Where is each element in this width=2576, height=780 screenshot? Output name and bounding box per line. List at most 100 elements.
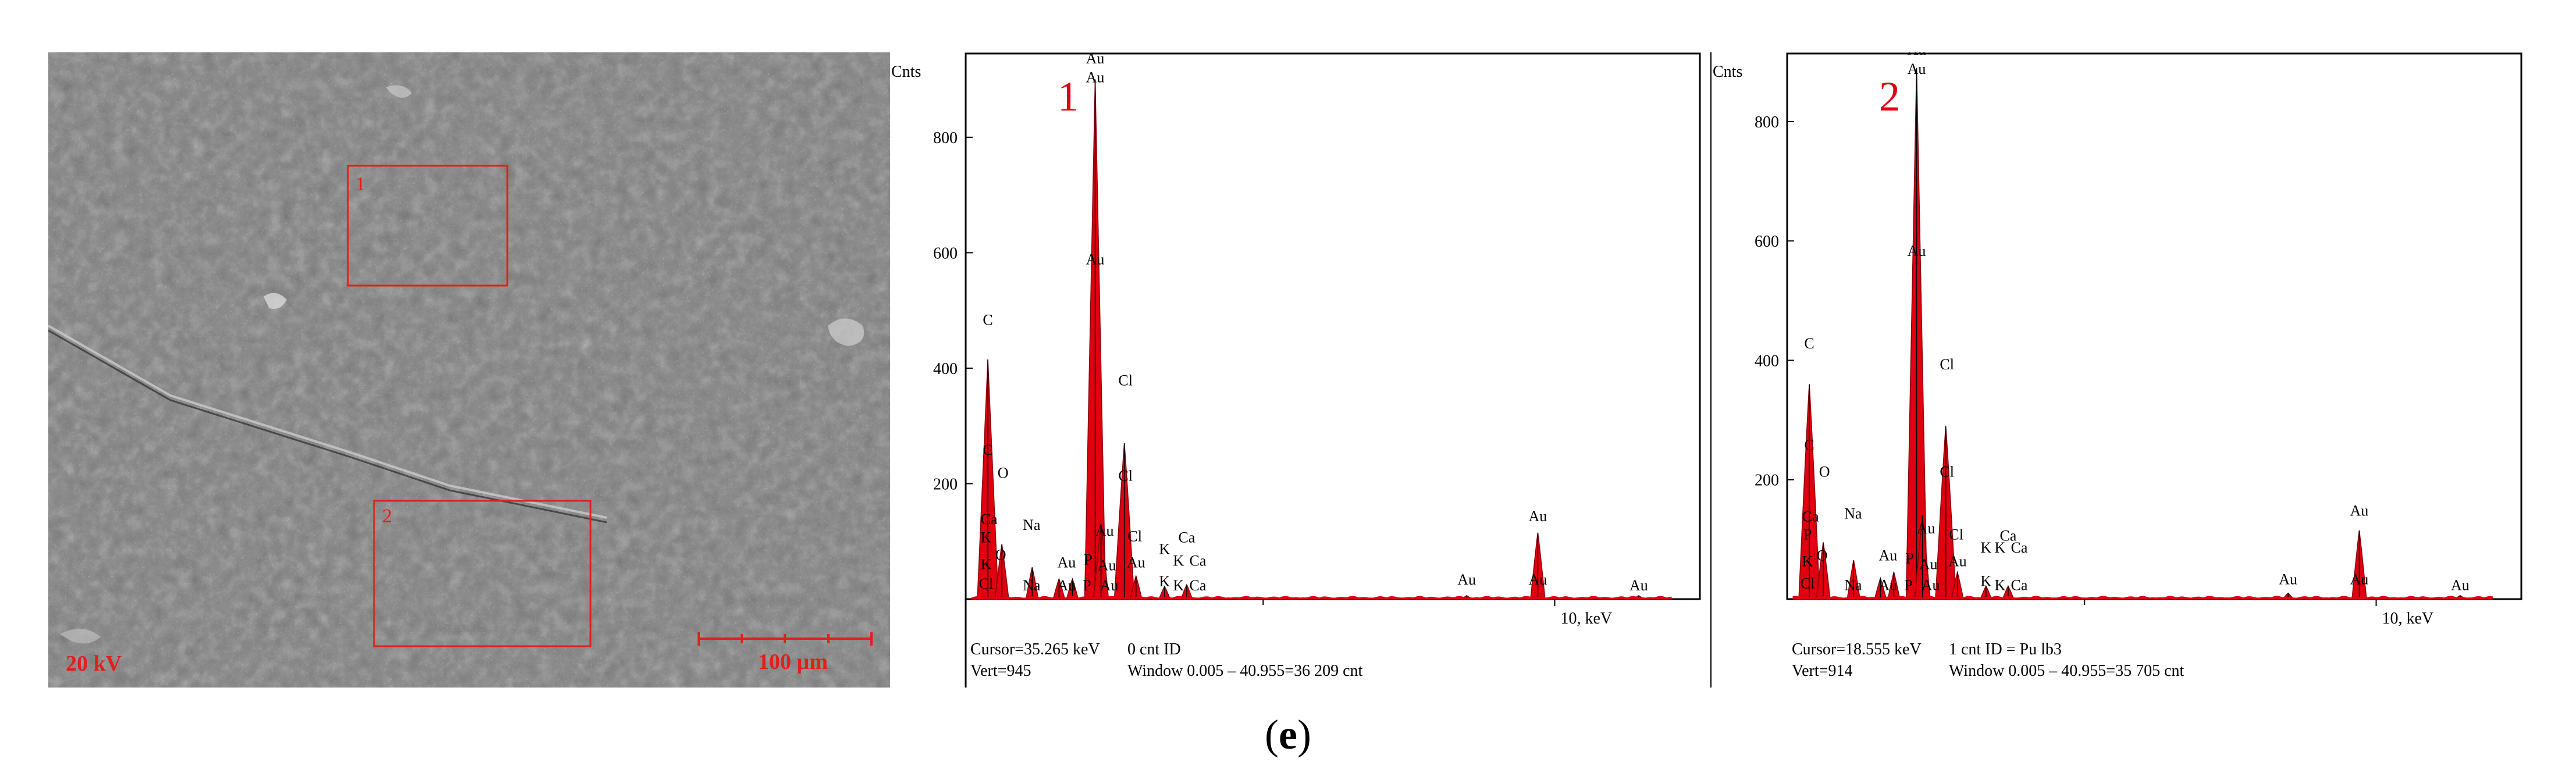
peak-label: Au	[1948, 553, 1967, 570]
peak-label: K	[1173, 552, 1184, 569]
surface-debris	[60, 629, 101, 644]
scale-bar	[698, 632, 873, 646]
x-ticks: 10, keV	[1262, 599, 1613, 628]
peak-label: Ca	[1178, 529, 1195, 546]
status-cursor-count: 1 cnt ID = Pu lb3	[1949, 640, 2062, 658]
y-tick-label: 200	[1755, 472, 1779, 490]
peak-label: Au	[1922, 577, 1940, 594]
peak-label: C	[1804, 436, 1814, 453]
peak-label: K	[1159, 573, 1170, 590]
surface-scratch	[48, 325, 607, 519]
y-tick-label: 400	[1755, 352, 1779, 370]
peak-label: C	[1804, 335, 1814, 352]
background-counts	[971, 596, 1672, 600]
peak-label: Na	[1023, 577, 1041, 594]
status-vert: Vert=914	[1792, 662, 1852, 680]
caption-paren-close: )	[1297, 711, 1311, 758]
peak-label: P	[1083, 577, 1091, 594]
status-vert: Vert=945	[970, 662, 1031, 680]
x-tick-label: 10, keV	[2382, 610, 2434, 628]
peak-label: K	[1980, 539, 1991, 556]
voltage-label: 20 kV	[66, 651, 122, 676]
peak-label: Cl	[1940, 464, 1954, 480]
peak-label: Ca	[981, 511, 998, 528]
status-window: Window 0.005 – 40.955=36 209 cnt	[1127, 662, 1363, 680]
panel-number: 1	[1058, 73, 1079, 120]
peak-label: Cl	[1801, 575, 1815, 592]
caption-paren-open: (	[1265, 711, 1279, 758]
caption-letter: e	[1279, 711, 1297, 758]
peak-label: Au	[1917, 520, 1935, 537]
peak-label: Au	[1919, 556, 1938, 573]
spectrum-peaks	[1798, 67, 2467, 600]
peak-label: Au	[1529, 508, 1547, 525]
status-cursor: Cursor=18.555 keV	[1792, 640, 1922, 658]
peak-label: K	[1980, 572, 1991, 589]
peak-label: Cl	[979, 575, 994, 592]
y-tick-label: 600	[1755, 233, 1779, 251]
status-cursor-count: 0 cnt ID	[1127, 640, 1181, 658]
peak-label: K	[1802, 553, 1813, 570]
peak-label: Au	[1879, 577, 1898, 594]
spectrum-frame	[1786, 52, 2522, 600]
peak-label: Au	[1095, 522, 1114, 539]
peak-label: P	[1803, 526, 1812, 543]
peak-label: Au	[1879, 547, 1898, 564]
peak-label: C	[983, 312, 992, 329]
peak-label: K	[1159, 541, 1170, 558]
region-label-1: 1	[355, 173, 365, 195]
peak-label: Cl	[1118, 372, 1133, 389]
peak-label: P	[1084, 551, 1092, 568]
background-count-trace	[1792, 596, 2493, 600]
peak-label: O	[995, 547, 1006, 564]
peak-label: Au	[1529, 571, 1547, 588]
peak-label: K	[981, 529, 992, 546]
peak-label: Na	[1844, 577, 1862, 594]
peak-label: K	[1173, 577, 1184, 594]
peak-label: Au	[2451, 577, 2470, 594]
surface-debris	[828, 318, 864, 346]
surface-debris	[264, 293, 287, 309]
spectrum-frame	[965, 52, 1701, 600]
peak-label: K	[1994, 539, 2005, 556]
peak-label: Au	[1908, 52, 1926, 58]
peak-labels: CCOCaPKOClNaNaAuAuPPAuAuAuAuAuAuClClClAu…	[1801, 52, 2470, 594]
status-cursor: Cursor=35.265 keV	[970, 640, 1100, 658]
peak-label: Au	[1086, 251, 1105, 268]
peak-label: Au	[1127, 554, 1145, 571]
peak-label: Au	[1086, 69, 1105, 86]
region-box-2	[373, 500, 592, 647]
peak-label: K	[1994, 577, 2005, 594]
peak-label: Cl	[1127, 528, 1142, 545]
panel-number: 2	[1879, 73, 1900, 120]
peak-label: Au	[2350, 571, 2369, 587]
region-label-2: 2	[382, 505, 392, 527]
status-window: Window 0.005 – 40.955=35 705 cnt	[1949, 662, 2184, 680]
peak-label: P	[1905, 550, 1913, 567]
peak-label: Au	[1100, 577, 1119, 594]
peak-label: O	[1817, 547, 1828, 564]
y-ticks: 200 400 600 800	[933, 129, 973, 493]
peak-label: O	[998, 465, 1009, 482]
peak-label: C	[983, 441, 992, 458]
y-ticks: 200 400 600 800	[1755, 113, 1794, 490]
surface-debris	[386, 85, 412, 98]
x-tick-label: 10, keV	[1561, 610, 1613, 628]
peak-label: Na	[1023, 517, 1041, 533]
peak-label: Au	[1098, 557, 1116, 574]
peak-label: Au	[1457, 571, 1476, 588]
peak-label: O	[1819, 464, 1830, 480]
peak-label: Au	[1058, 577, 1076, 594]
peak-label: Cl	[1940, 356, 1954, 373]
peak-label: Ca	[2011, 539, 2028, 556]
peak-label: Au	[1908, 243, 1926, 259]
spectrum-peaks	[977, 79, 1646, 600]
y-tick-label: 600	[933, 244, 958, 262]
peak-label: K	[981, 555, 992, 572]
peak-label: Ca	[1190, 552, 1207, 569]
background-counts	[1792, 596, 2493, 600]
y-tick-label: 800	[1755, 113, 1779, 131]
peak-label: P	[1904, 577, 1912, 594]
peak-label: Au	[1058, 554, 1076, 571]
